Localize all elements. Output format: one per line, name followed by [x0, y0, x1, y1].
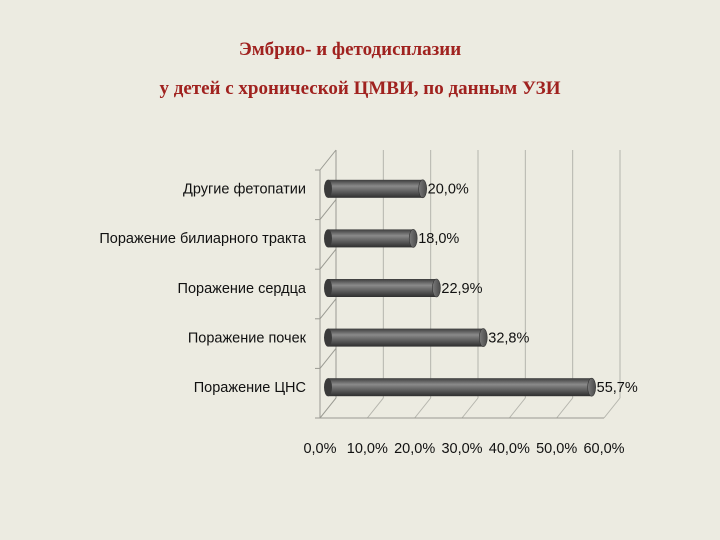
floor-gridline: [461, 397, 479, 419]
bar-start-cap: [324, 179, 332, 198]
bar-value-label: 20,0%: [428, 182, 469, 198]
bar-end-cap: [418, 179, 427, 199]
bar-end-cap: [432, 278, 441, 298]
x-tick-label: 10,0%: [347, 441, 388, 457]
bar-start-cap: [324, 328, 332, 347]
chart-title-line-2: у детей с хронической ЦМВИ, по данным УЗ…: [159, 78, 561, 99]
category-divider: [319, 248, 337, 270]
chart-title-line-1: Эмбрио- и фетодисплазии: [238, 39, 462, 60]
bar-end-cap: [408, 229, 418, 248]
category-divider: [319, 348, 337, 369]
bar-value-label: 22,9%: [441, 281, 482, 297]
floor-gridline: [366, 397, 384, 419]
floor-gridline: [603, 397, 621, 419]
x-tick-label: 50,0%: [536, 441, 577, 457]
bar-start-cap: [324, 229, 332, 248]
bar-start-cap: [324, 279, 332, 297]
category-label: Поражение почек: [188, 330, 307, 346]
bar-value-label: 32,8%: [488, 330, 529, 346]
bar-value-label: 55,7%: [597, 380, 638, 396]
category-divider: [319, 298, 337, 320]
floor-gridline: [414, 397, 432, 419]
bar: [328, 378, 592, 397]
x-tick-label: 0,0%: [303, 441, 336, 457]
floor-gridline: [556, 397, 574, 419]
category-label: Поражение сердца: [178, 281, 307, 297]
x-tick-label: 40,0%: [489, 441, 530, 457]
x-tick-label: 20,0%: [394, 441, 435, 457]
category-label: Поражение билиарного тракта: [99, 231, 307, 247]
category-divider: [319, 199, 337, 220]
bar: [328, 328, 484, 347]
category-divider: [319, 397, 337, 419]
bar: [328, 279, 437, 297]
bar: [328, 179, 423, 198]
x-tick-label: 30,0%: [441, 441, 482, 457]
category-label: Другие фетопатии: [183, 182, 306, 198]
bar-end-cap: [587, 377, 596, 397]
bar-end-cap: [478, 328, 488, 347]
bar-value-label: 18,0%: [418, 231, 459, 247]
floor-gridline: [508, 397, 526, 419]
bar-start-cap: [324, 378, 332, 397]
category-divider: [319, 149, 337, 171]
category-label: Поражение ЦНС: [194, 380, 306, 396]
x-tick-label: 60,0%: [583, 441, 624, 457]
bar: [328, 229, 414, 248]
